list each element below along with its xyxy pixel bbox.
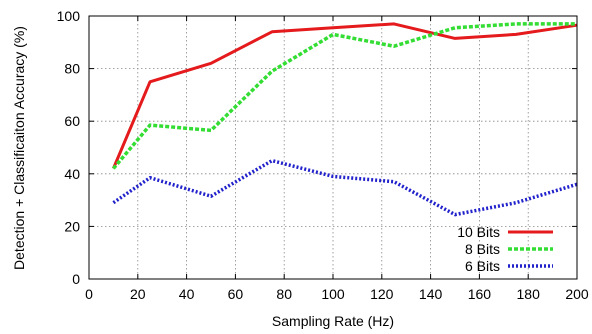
- y-tick-label: 0: [72, 271, 80, 287]
- legend-label: 10 Bits: [457, 224, 500, 240]
- y-tick-label: 60: [64, 113, 80, 129]
- axis-ticks: 0 20 40 60 80 100 120 140 160 180 200 0 20 40 60 80 100: [57, 8, 589, 302]
- x-tick-label: 100: [321, 286, 345, 302]
- x-tick-label: 200: [565, 286, 589, 302]
- y-tick-label: 100: [57, 8, 81, 24]
- series-lines: [112, 22, 578, 217]
- x-axis-label: Sampling Rate (Hz): [272, 313, 394, 329]
- series-line-8-bits: [112, 22, 577, 170]
- legend-label: 6 Bits: [465, 258, 500, 274]
- x-tick-label: 80: [276, 286, 292, 302]
- x-tick-label: 20: [130, 286, 146, 302]
- series-line-10-bits: [112, 22, 578, 170]
- x-tick-label: 0: [85, 286, 93, 302]
- x-tick-label: 60: [228, 286, 244, 302]
- series-line-6-bits: [112, 158, 578, 217]
- x-tick-label: 120: [370, 286, 394, 302]
- x-tick-label: 40: [179, 286, 195, 302]
- x-tick-label: 180: [517, 286, 541, 302]
- y-tick-label: 20: [64, 218, 80, 234]
- y-tick-label: 80: [64, 61, 80, 77]
- y-axis-label: Detection + Classificaiton Accuracy (%): [11, 26, 27, 270]
- x-tick-label: 140: [419, 286, 443, 302]
- plot-frame: [88, 15, 578, 280]
- grid: [89, 16, 577, 279]
- x-tick-label: 160: [468, 286, 492, 302]
- legend-label: 8 Bits: [465, 241, 500, 257]
- y-tick-label: 40: [64, 166, 80, 182]
